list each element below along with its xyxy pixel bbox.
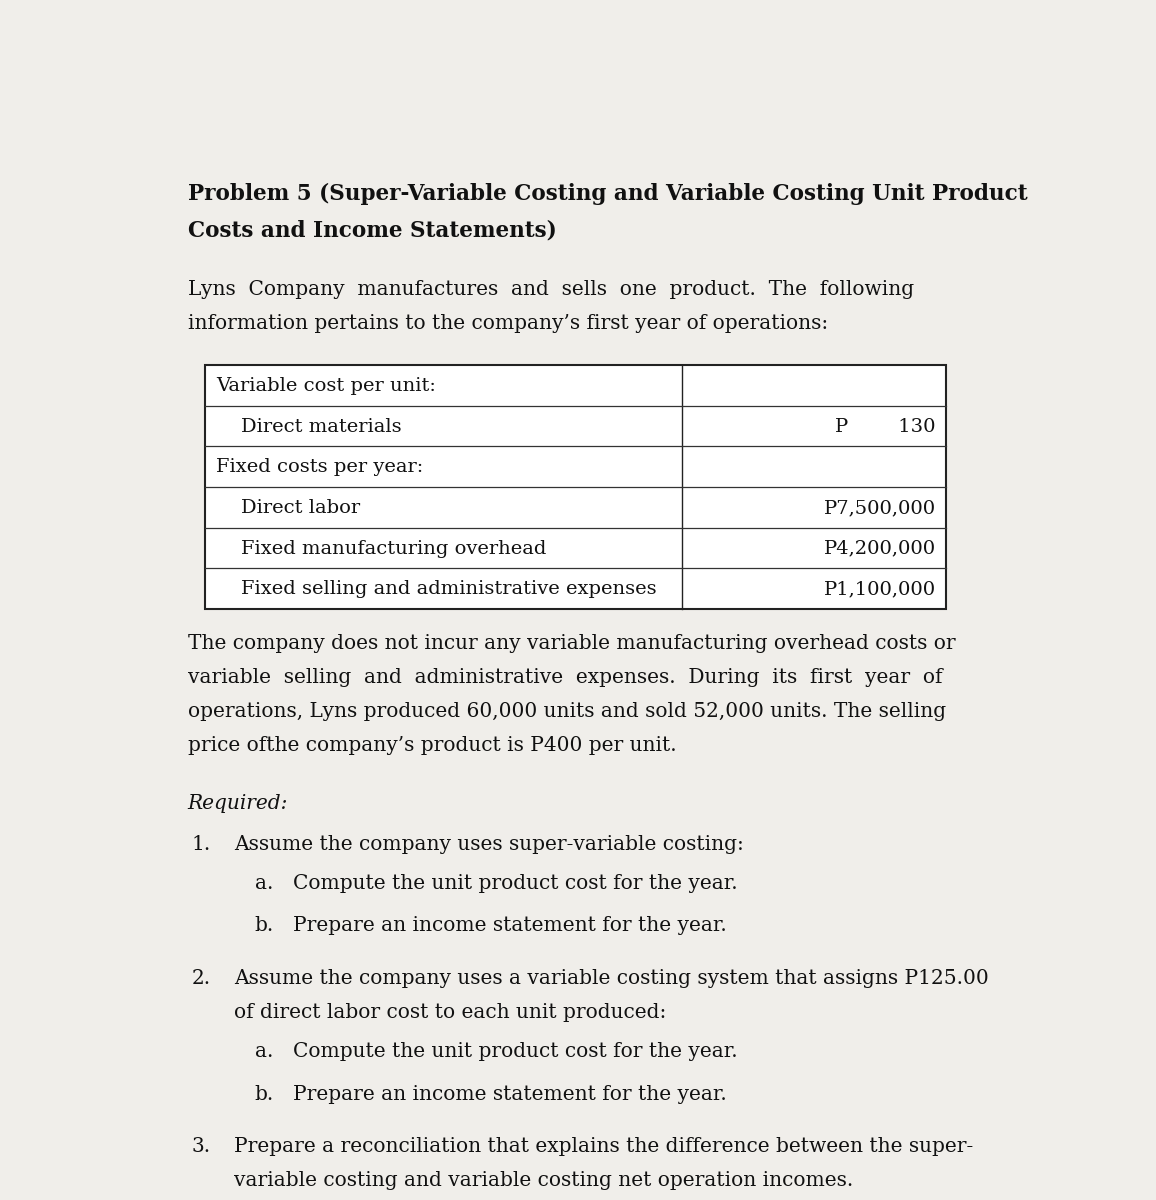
Text: Assume the company uses a variable costing system that assigns P125.00: Assume the company uses a variable costi… xyxy=(235,968,988,988)
Text: The company does not incur any variable manufacturing overhead costs or: The company does not incur any variable … xyxy=(187,634,955,653)
Text: a.: a. xyxy=(254,1043,273,1061)
Text: variable  selling  and  administrative  expenses.  During  its  first  year  of: variable selling and administrative expe… xyxy=(187,668,942,688)
Text: Fixed selling and administrative expenses: Fixed selling and administrative expense… xyxy=(216,581,657,599)
Text: Prepare an income statement for the year.: Prepare an income statement for the year… xyxy=(294,1085,727,1104)
Text: Problem 5 (Super-Variable Costing and Variable Costing Unit Product: Problem 5 (Super-Variable Costing and Va… xyxy=(187,182,1028,205)
Text: P7,500,000: P7,500,000 xyxy=(823,499,935,517)
Text: variable costing and variable costing net operation incomes.: variable costing and variable costing ne… xyxy=(235,1171,853,1190)
Text: operations, Lyns produced 60,000 units and sold 52,000 units. The selling: operations, Lyns produced 60,000 units a… xyxy=(187,702,946,721)
Text: a.: a. xyxy=(254,874,273,893)
Text: Required:: Required: xyxy=(187,794,288,812)
Text: P4,200,000: P4,200,000 xyxy=(823,540,935,558)
Text: Prepare an income statement for the year.: Prepare an income statement for the year… xyxy=(294,917,727,936)
Text: Direct labor: Direct labor xyxy=(216,499,361,517)
Text: b.: b. xyxy=(254,917,274,936)
Text: Lyns  Company  manufactures  and  sells  one  product.  The  following: Lyns Company manufactures and sells one … xyxy=(187,280,913,299)
Text: Fixed manufacturing overhead: Fixed manufacturing overhead xyxy=(216,540,547,558)
Text: of direct labor cost to each unit produced:: of direct labor cost to each unit produc… xyxy=(235,1003,667,1022)
Text: Costs and Income Statements): Costs and Income Statements) xyxy=(187,220,556,241)
Text: Compute the unit product cost for the year.: Compute the unit product cost for the ye… xyxy=(294,874,738,893)
Bar xyxy=(206,365,947,608)
Text: b.: b. xyxy=(254,1085,274,1104)
Text: Variable cost per unit:: Variable cost per unit: xyxy=(216,377,436,395)
Text: price of​the company’s product is P400 per unit.: price of​the company’s product is P400 p… xyxy=(187,737,676,756)
Text: 3.: 3. xyxy=(192,1138,212,1157)
Text: Compute the unit product cost for the year.: Compute the unit product cost for the ye… xyxy=(294,1043,738,1061)
Text: 2.: 2. xyxy=(192,968,212,988)
Text: Prepare a reconciliation that explains the difference between the super-: Prepare a reconciliation that explains t… xyxy=(235,1138,973,1157)
Text: P1,100,000: P1,100,000 xyxy=(823,581,935,599)
Text: P        130: P 130 xyxy=(835,418,935,436)
Text: Fixed costs per year:: Fixed costs per year: xyxy=(216,458,423,476)
Text: Assume the company uses super-variable costing:: Assume the company uses super-variable c… xyxy=(235,835,744,853)
Text: information pertains to the company’s first year of operations:: information pertains to the company’s fi… xyxy=(187,314,828,334)
Text: 1.: 1. xyxy=(192,835,212,853)
Text: Direct materials: Direct materials xyxy=(216,418,402,436)
